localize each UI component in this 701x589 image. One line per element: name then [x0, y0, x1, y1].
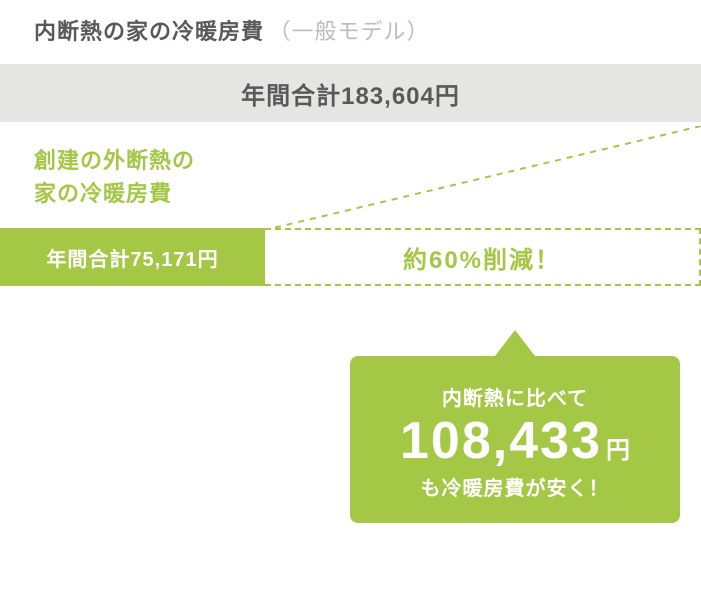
grey-total-bar: 年間合計183,604円: [0, 64, 701, 122]
green-total-text: 年間合計75,171円: [46, 243, 218, 272]
callout-pointer-icon: [495, 330, 535, 356]
callout-line3: も冷暖房費が安く！: [370, 472, 660, 501]
callout-amount: 108,433: [400, 413, 602, 470]
savings-callout: 内断熱に比べて 108,433 円 も冷暖房費が安く！: [350, 356, 680, 523]
callout-amount-row: 108,433 円: [370, 413, 660, 470]
grey-total-text: 年間合計183,604円: [241, 76, 460, 111]
green-label-line2: 家の冷暖房費: [34, 177, 701, 210]
callout-line1: 内断熱に比べて: [370, 382, 660, 411]
title-main: 内断熱の家の冷暖房費: [34, 19, 264, 44]
green-section-label: 創建の外断熱の 家の冷暖房費: [0, 122, 701, 210]
title-sub: （一般モデル）: [268, 19, 429, 44]
infographic-container: 内断熱の家の冷暖房費 （一般モデル） 年間合計183,604円 創建の外断熱の …: [0, 0, 701, 589]
reduction-dashed-box: 約60%削減！: [265, 228, 701, 286]
compare-bar-row: 年間合計75,171円 約60%削減！: [0, 228, 701, 286]
reduction-text: 約60%削減！: [403, 240, 561, 275]
callout-yen: 円: [606, 430, 630, 465]
title-row: 内断熱の家の冷暖房費 （一般モデル）: [0, 14, 701, 46]
green-label-line1: 創建の外断熱の: [34, 144, 701, 177]
callout-wrap: 内断熱に比べて 108,433 円 も冷暖房費が安く！: [350, 330, 680, 523]
green-total-bar: 年間合計75,171円: [0, 228, 265, 286]
